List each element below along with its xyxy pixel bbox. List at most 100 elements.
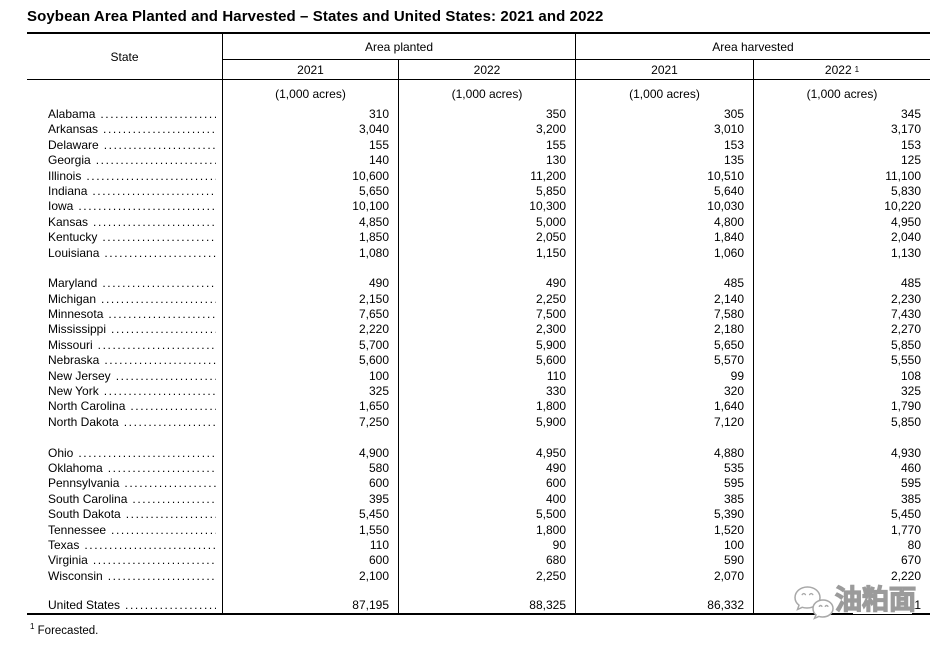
dot-leader [126,507,216,522]
value-cell: 10,030 [575,199,753,215]
state-cell: Georgia [27,153,222,168]
value-cell: 4,880 [575,445,753,461]
value-cell: 2,220 [753,568,930,585]
value-cell: 86,332 [575,597,753,614]
table-content: Soybean Area Planted and Harvested – Sta… [27,0,930,637]
value-cell: 5,900 [398,337,575,354]
value-cell: 10,220 [753,199,930,215]
value-cell: 1,060 [575,245,753,261]
value-cell: 4,900 [222,445,398,461]
state-cell: Oklahoma [27,461,222,476]
state-name: Pennsylvania [48,476,120,491]
spacer-cell [398,584,575,598]
value-cell: 100 [222,368,398,385]
group-spacer [27,260,930,277]
value-cell: 600 [398,476,575,492]
value-cell: 5,600 [398,353,575,369]
value-cell: 490 [398,276,575,292]
state-name: North Carolina [48,399,126,414]
table-title: Soybean Area Planted and Harvested – Sta… [27,8,604,25]
dot-leader [78,199,216,214]
table-row: South Carolina395400385385 [27,491,930,508]
value-cell: 2,250 [398,568,575,585]
value-cell: 3,010 [575,122,753,138]
value-cell: 3,170 [753,122,930,138]
value-cell: 7,430 [753,307,930,323]
value-cell: 5,390 [575,507,753,523]
value-cell: 330 [398,384,575,400]
dot-leader [108,569,216,584]
state-name: Illinois [48,168,82,183]
value-cell: 87,195 [222,597,398,614]
state-cell: Kansas [27,215,222,230]
spacer-cell [222,430,398,446]
value-cell: 1,640 [575,399,753,415]
value-cell: 5,550 [753,353,930,369]
state-name: North Dakota [48,414,119,429]
dot-leader [93,553,216,568]
value-cell: 5,850 [753,337,930,354]
value-cell: 5,850 [753,414,930,431]
value-cell: 88,325 [398,597,575,614]
column-header-state: State [27,34,222,80]
value-cell: 5,500 [398,507,575,523]
state-cell: Arkansas [27,122,222,137]
value-cell: 305 [575,107,753,123]
value-cell: 5,570 [575,353,753,369]
units-cell: (1,000 acres) [575,80,753,107]
value-cell: 1,770 [753,522,930,538]
state-name: United States [48,598,121,613]
state-cell: Mississippi [27,322,222,337]
value-cell: 3,040 [222,122,398,138]
value-cell: 135 [575,153,753,169]
value-cell: 153 [753,137,930,154]
state-name: Indiana [48,183,88,198]
dot-leader [130,399,216,414]
group-spacer [27,584,930,598]
value-cell: 80 [753,537,930,554]
table-row: Pennsylvania600600595595 [27,476,930,492]
state-name: Texas [48,537,80,552]
state-name: Minnesota [48,307,104,322]
state-cell: Ohio [27,446,222,461]
value-cell: 110 [222,537,398,554]
state-name: Arkansas [48,122,99,137]
value-cell: 10,100 [222,199,398,215]
value-cell: 11,100 [753,168,930,184]
value-cell: 5,900 [398,414,575,431]
value-cell: 1,650 [222,399,398,415]
dot-leader [84,538,216,553]
value-cell: 10,600 [222,168,398,184]
value-cell: 4,800 [575,214,753,231]
units-cell: (1,000 acres) [222,80,398,107]
value-cell: 485 [575,276,753,292]
value-cell: 5,850 [398,183,575,200]
state-cell: Minnesota [27,307,222,322]
value-cell: 5,700 [222,337,398,354]
value-cell: 2,180 [575,322,753,338]
value-cell: 5,600 [222,353,398,369]
spacer-cell [575,430,753,446]
state-cell: Wisconsin [27,569,222,584]
value-cell: 2,100 [222,568,398,585]
state-cell: Illinois [27,169,222,184]
dot-leader [101,292,216,307]
value-cell: 5,000 [398,214,575,231]
state-name: Nebraska [48,353,100,368]
table-row: Delaware155155153153 [27,137,930,154]
units-cell: (1,000 acres) [398,80,575,107]
spacer-cell [575,584,753,598]
value-cell: 4,930 [753,445,930,461]
value-cell: 7,120 [575,414,753,431]
value-cell: 320 [575,384,753,400]
